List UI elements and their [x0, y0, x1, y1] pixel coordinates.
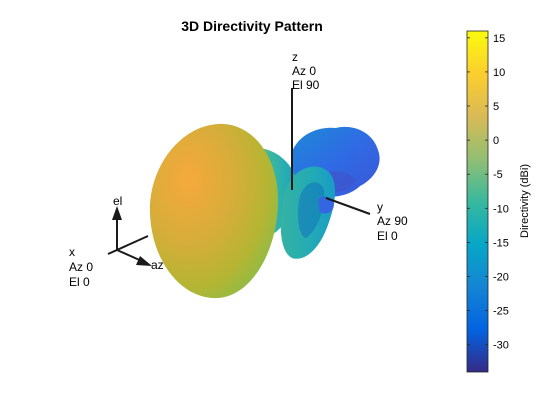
colorbar-tick-label: -25 [493, 306, 509, 318]
x-axis-az: Az 0 [69, 260, 93, 274]
colorbar-ticks: 15 10 5 0 -5 -10 -15 -20 -25 -30 [467, 33, 509, 352]
colorbar-gradient [466, 30, 489, 373]
elevation-label: el [113, 194, 122, 208]
colorbar-tick-label: 15 [493, 33, 505, 45]
y-axis-line [325, 197, 371, 215]
colorbar-tick-label: -15 [493, 237, 509, 249]
colorbar-tick-label: 5 [493, 101, 499, 113]
y-axis-az: Az 90 [377, 214, 408, 228]
colorbar-tick-label: -10 [493, 203, 509, 215]
colorbar-tick-label: 10 [493, 67, 505, 79]
elevation-arrow-head [112, 206, 122, 220]
x-axis-name: x [69, 245, 75, 259]
radiation-pattern-surface [149, 123, 380, 299]
colorbar-tick-label: -5 [493, 169, 503, 181]
colorbar-tick-label: -30 [493, 340, 509, 352]
colorbar-label: Directivity (dBi) [519, 164, 531, 238]
chart-title: 3D Directivity Pattern [181, 18, 323, 34]
main-lobe [149, 123, 278, 299]
view-axes-arrows [112, 206, 152, 266]
colorbar-tick-label: -20 [493, 272, 509, 284]
y-axis-name: y [377, 200, 383, 214]
z-axis-az: Az 0 [292, 64, 316, 78]
side-ring-inner [298, 182, 325, 238]
azimuth-label: az [151, 258, 164, 272]
z-axis-el: El 90 [292, 78, 320, 92]
colorbar-tick-label: 0 [493, 135, 499, 147]
azimuth-arrow-head [136, 256, 152, 266]
x-axis-el: El 0 [69, 275, 90, 289]
y-axis-el: El 0 [377, 229, 398, 243]
z-axis-name: z [292, 50, 298, 64]
x-axis-line [107, 235, 149, 255]
side-lobe [318, 196, 334, 214]
colorbar: 15 10 5 0 -5 -10 -15 -20 -25 -30 Directivity (dBi… [466, 30, 531, 373]
